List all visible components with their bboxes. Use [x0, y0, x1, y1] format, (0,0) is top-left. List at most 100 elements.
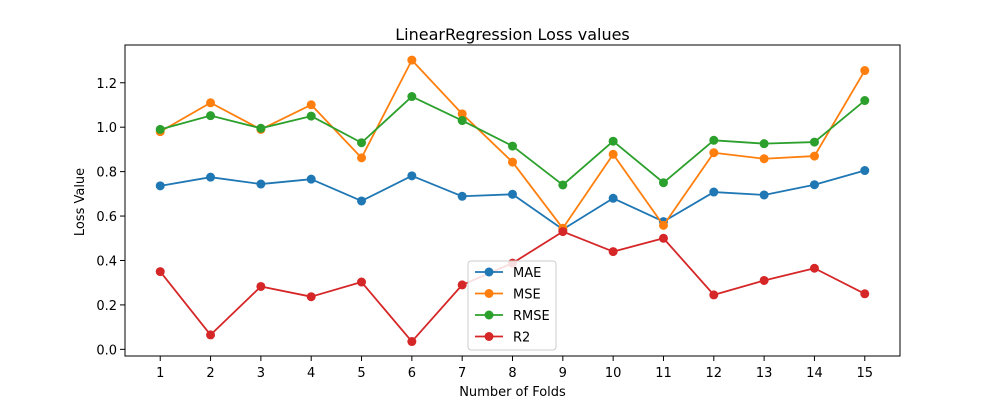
x-tick-label: 10 [605, 366, 622, 381]
data-point [608, 193, 618, 203]
data-point [709, 148, 719, 158]
x-axis-label: Number of Folds [459, 385, 566, 400]
data-point [306, 174, 316, 184]
x-tick-label: 14 [806, 366, 823, 381]
data-point [206, 330, 216, 340]
data-point [306, 111, 316, 121]
legend-item: RMSE [475, 309, 550, 324]
data-point [809, 151, 819, 161]
data-point [508, 141, 517, 151]
data-point [206, 172, 216, 182]
legend-label: MSE [513, 288, 541, 303]
x-tick-label: 11 [655, 366, 672, 381]
data-point [860, 289, 870, 299]
data-point [457, 116, 467, 126]
data-point [608, 149, 618, 159]
legend-label: RMSE [513, 309, 550, 324]
data-point [608, 136, 618, 146]
data-point [658, 233, 668, 243]
y-tick-label: 1.2 [96, 77, 117, 92]
legend-label: MAE [513, 266, 541, 281]
legend-label: R2 [513, 331, 530, 346]
y-tick-label: 0.6 [96, 210, 117, 225]
legend-marker [484, 310, 494, 320]
x-tick-label: 9 [559, 366, 567, 381]
data-point [407, 337, 417, 347]
data-point [860, 166, 870, 176]
y-tick-label: 0.8 [96, 166, 117, 181]
legend: MAE MSE RMSE R2 [467, 260, 557, 351]
x-tick-label: 3 [257, 366, 265, 381]
y-axis-label: Loss Value [73, 168, 88, 236]
data-point [357, 277, 367, 287]
data-point [658, 220, 668, 230]
data-point [759, 275, 769, 285]
data-point [860, 96, 870, 106]
data-point [508, 157, 517, 167]
x-tick-label: 2 [206, 366, 214, 381]
x-tick-label: 4 [307, 366, 315, 381]
legend-marker [484, 267, 494, 277]
legend-item: R2 [475, 331, 530, 346]
series-rmse [155, 92, 870, 190]
x-tick-label: 5 [357, 366, 365, 381]
data-point [256, 123, 266, 133]
x-tick-label: 1 [156, 366, 164, 381]
data-point [759, 139, 769, 149]
y-tick-label: 0.0 [96, 343, 117, 358]
legend-item: MAE [475, 266, 541, 281]
data-point [709, 290, 719, 300]
data-point [558, 180, 568, 190]
data-point [256, 179, 266, 189]
data-point [709, 135, 719, 145]
data-point [860, 66, 870, 76]
data-point [457, 109, 467, 119]
data-point [155, 181, 165, 191]
data-point [809, 180, 819, 190]
axes: 1 2 3 4 5 6 7 8 9 10 11 12 13 14 150.00.20.40.60.81.01… [96, 77, 873, 381]
data-point [407, 171, 417, 181]
data-point [357, 153, 367, 163]
legend-item: MSE [475, 288, 541, 303]
data-point [206, 111, 216, 121]
data-point [709, 187, 719, 197]
legend-marker [484, 289, 494, 298]
data-point [658, 178, 668, 188]
data-point [809, 137, 819, 147]
legend-box [467, 260, 557, 351]
y-tick-label: 1.0 [96, 121, 117, 136]
y-tick-label: 0.2 [96, 299, 117, 314]
x-tick-label: 13 [756, 366, 773, 381]
chart-title: LinearRegression Loss values [395, 25, 630, 44]
plot-border [124, 44, 901, 357]
series-mae [155, 166, 870, 234]
data-point [155, 267, 165, 277]
y-tick-label: 0.4 [96, 254, 117, 269]
data-point [306, 292, 316, 302]
x-tick-label: 7 [458, 366, 466, 381]
data-point [407, 55, 417, 65]
data-point [558, 227, 568, 237]
data-point [357, 138, 367, 148]
x-tick-label: 8 [508, 366, 516, 381]
data-point [155, 124, 165, 134]
data-point [508, 189, 517, 199]
data-point [407, 92, 417, 102]
data-point [809, 263, 819, 273]
data-point [457, 280, 467, 290]
x-tick-label: 12 [706, 366, 723, 381]
plot-frame [124, 44, 901, 357]
data-point [206, 98, 216, 108]
x-tick-label: 15 [856, 366, 873, 381]
legend-marker [484, 332, 494, 341]
data-point [457, 191, 467, 201]
data-point [306, 100, 316, 110]
data-point [256, 281, 266, 291]
data-point [357, 196, 367, 206]
data-point [759, 190, 769, 200]
data-point [759, 154, 769, 164]
data-point [608, 247, 618, 257]
x-tick-label: 6 [408, 366, 416, 381]
